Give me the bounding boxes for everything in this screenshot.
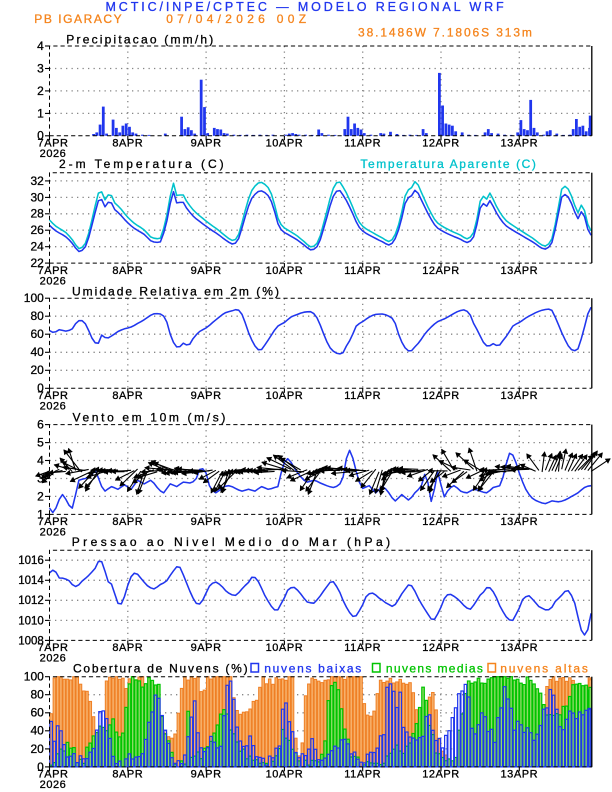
svg-text:2026: 2026 [40, 148, 67, 160]
svg-text:nuvens baixas: nuvens baixas [264, 661, 363, 675]
svg-text:2026: 2026 [40, 779, 67, 791]
svg-text:60: 60 [30, 706, 44, 720]
svg-text:Precipitacao (mm/h): Precipitacao (mm/h) [66, 33, 215, 47]
svg-text:12APR: 12APR [422, 769, 460, 781]
svg-text:1012: 1012 [18, 595, 44, 607]
svg-text:4: 4 [37, 453, 44, 467]
svg-text:13APR: 13APR [500, 390, 538, 402]
svg-text:28: 28 [30, 207, 44, 221]
svg-text:3: 3 [37, 61, 44, 75]
svg-text:nuvens altas: nuvens altas [500, 661, 590, 675]
svg-text:0: 0 [37, 129, 44, 143]
svg-text:Vento em 10m (m/s): Vento em 10m (m/s) [73, 411, 229, 425]
svg-text:12APR: 12APR [422, 265, 460, 277]
svg-text:9APR: 9APR [191, 390, 222, 402]
svg-text:2026: 2026 [40, 401, 67, 413]
svg-text:nuvens medias: nuvens medias [386, 661, 484, 675]
svg-text:100: 100 [24, 670, 44, 684]
svg-text:100: 100 [24, 291, 44, 305]
svg-text:3: 3 [37, 471, 44, 485]
svg-text:40: 40 [30, 345, 44, 359]
svg-text:5: 5 [37, 436, 44, 450]
svg-text:80: 80 [30, 688, 44, 702]
svg-text:32: 32 [30, 174, 44, 188]
svg-text:7APR: 7APR [38, 642, 69, 654]
svg-text:13APR: 13APR [500, 265, 538, 277]
svg-text:Temperatura Aparente (C): Temperatura Aparente (C) [360, 157, 537, 171]
svg-text:40: 40 [30, 724, 44, 738]
svg-text:9APR: 9APR [191, 265, 222, 277]
svg-text:80: 80 [30, 309, 44, 323]
svg-text:PB IGARACY: PB IGARACY [34, 12, 123, 26]
svg-text:2026: 2026 [40, 527, 67, 539]
svg-text:13APR: 13APR [500, 516, 538, 528]
svg-text:10APR: 10APR [266, 516, 304, 528]
svg-text:MCTIC/INPE/CPTEC — MODELO REGI: MCTIC/INPE/CPTEC — MODELO REGIONAL WRF [105, 0, 506, 14]
svg-text:12APR: 12APR [422, 516, 460, 528]
svg-text:12APR: 12APR [422, 138, 460, 150]
svg-text:4: 4 [37, 39, 44, 53]
svg-text:11APR: 11APR [344, 390, 381, 402]
svg-text:12APR: 12APR [422, 642, 460, 654]
svg-text:7APR: 7APR [38, 769, 69, 781]
svg-text:7APR: 7APR [38, 390, 69, 402]
svg-text:10APR: 10APR [266, 265, 304, 277]
svg-text:12APR: 12APR [422, 390, 460, 402]
svg-text:8APR: 8APR [112, 642, 143, 654]
svg-text:9APR: 9APR [191, 516, 222, 528]
svg-text:26: 26 [30, 223, 44, 237]
svg-text:8APR: 8APR [112, 769, 143, 781]
svg-text:13APR: 13APR [500, 769, 538, 781]
svg-text:0: 0 [37, 760, 44, 774]
svg-text:7APR: 7APR [38, 265, 69, 277]
svg-text:9APR: 9APR [191, 642, 222, 654]
svg-text:10APR: 10APR [266, 390, 304, 402]
svg-text:30: 30 [30, 190, 44, 204]
svg-text:20: 20 [30, 363, 44, 377]
svg-text:11APR: 11APR [344, 769, 381, 781]
svg-text:2: 2 [37, 489, 44, 503]
svg-text:1: 1 [37, 507, 44, 521]
svg-text:1010: 1010 [18, 615, 44, 627]
svg-text:11APR: 11APR [344, 516, 381, 528]
svg-text:7APR: 7APR [38, 516, 69, 528]
svg-text:20: 20 [30, 742, 44, 756]
svg-text:2: 2 [37, 84, 44, 98]
svg-text:60: 60 [30, 327, 44, 341]
svg-text:24: 24 [30, 240, 44, 254]
svg-text:1: 1 [37, 106, 44, 120]
svg-text:10APR: 10APR [266, 642, 304, 654]
svg-text:2026: 2026 [40, 653, 67, 665]
svg-text:1014: 1014 [18, 575, 44, 587]
svg-text:10APR: 10APR [266, 138, 304, 150]
svg-text:Pressao ao Nivel Medio do Mar: Pressao ao Nivel Medio do Mar (hPa) [72, 535, 394, 549]
svg-text:Umidade Relativa em 2m (%): Umidade Relativa em 2m (%) [72, 285, 281, 299]
svg-text:7APR: 7APR [38, 138, 69, 150]
svg-text:0: 0 [37, 381, 44, 395]
svg-text:9APR: 9APR [191, 138, 222, 150]
svg-text:8APR: 8APR [112, 138, 143, 150]
svg-text:10APR: 10APR [266, 769, 304, 781]
svg-text:6: 6 [37, 418, 44, 432]
svg-text:07/04/2026 00Z: 07/04/2026 00Z [166, 12, 310, 26]
svg-text:11APR: 11APR [344, 265, 381, 277]
svg-text:8APR: 8APR [112, 265, 143, 277]
svg-text:13APR: 13APR [500, 642, 538, 654]
svg-text:8APR: 8APR [112, 390, 143, 402]
svg-text:38.1486W 7.1806S 313m: 38.1486W 7.1806S 313m [358, 26, 534, 40]
svg-text:9APR: 9APR [191, 769, 222, 781]
svg-text:22: 22 [30, 256, 44, 270]
svg-text:1016: 1016 [18, 555, 44, 567]
svg-text:Cobertura de Nuvens (%): Cobertura de Nuvens (%) [73, 661, 249, 675]
svg-text:2-m Temperatura (C): 2-m Temperatura (C) [59, 157, 227, 171]
svg-text:13APR: 13APR [500, 138, 538, 150]
svg-text:1008: 1008 [18, 635, 44, 647]
svg-text:11APR: 11APR [344, 642, 381, 654]
svg-text:8APR: 8APR [112, 516, 143, 528]
svg-text:2026: 2026 [40, 275, 67, 287]
svg-text:11APR: 11APR [344, 138, 381, 150]
